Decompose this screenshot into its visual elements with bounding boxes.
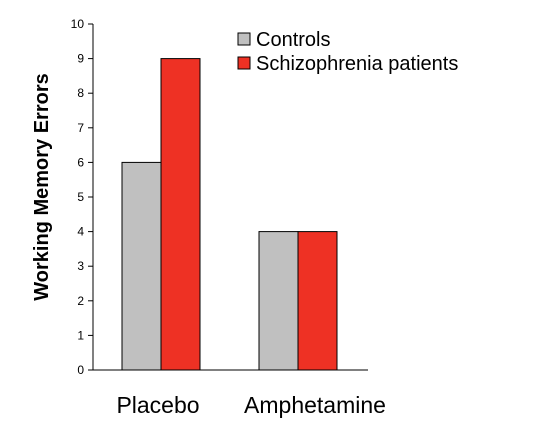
y-tick-label: 7 xyxy=(77,121,84,135)
y-tick-label: 2 xyxy=(77,294,84,308)
category-label: Amphetamine xyxy=(244,392,386,418)
y-axis-ticks: 0 1 2 3 4 5 6 7 8 9 10 xyxy=(71,17,93,377)
y-tick-label: 9 xyxy=(77,52,84,66)
bar-placebo-controls xyxy=(121,161,162,371)
y-tick-label: 10 xyxy=(71,17,85,31)
y-tick-label: 8 xyxy=(77,86,84,100)
category-label: Placebo xyxy=(116,392,199,418)
bar-amphetamine-controls xyxy=(258,231,299,371)
y-tick-label: 0 xyxy=(77,363,84,377)
y-tick-label: 4 xyxy=(77,225,84,239)
y-axis-title: Working Memory Errors xyxy=(31,73,53,300)
bar-placebo-patients xyxy=(160,58,201,371)
legend-label: Schizophrenia patients xyxy=(256,53,458,75)
y-tick-label: 3 xyxy=(77,259,84,273)
y-tick-label: 6 xyxy=(77,155,84,169)
y-tick-label: 1 xyxy=(77,328,84,342)
bar-amphetamine-patients xyxy=(297,231,338,371)
legend-label: Controls xyxy=(256,29,330,51)
category-labels: Placebo Amphetamine xyxy=(116,392,386,418)
legend-swatch xyxy=(237,56,251,70)
legend-swatch xyxy=(237,32,251,46)
bars xyxy=(121,58,338,371)
y-tick-label: 5 xyxy=(77,190,84,204)
